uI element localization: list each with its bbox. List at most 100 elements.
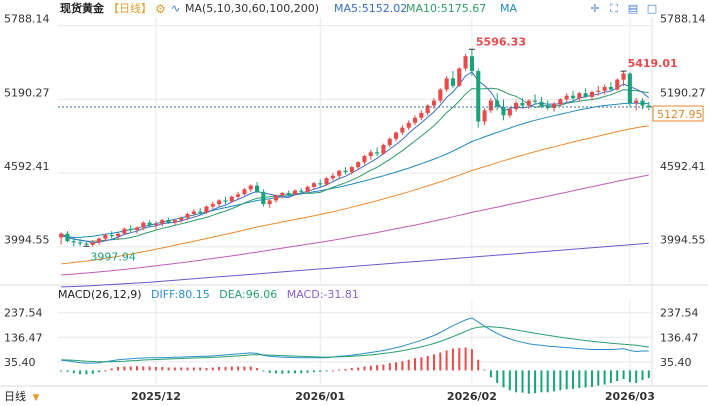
macd-hist-bar [426,355,429,371]
macd-hist-bar [129,366,132,371]
macd-hist-bar [527,370,530,394]
candle-body [343,170,348,172]
maximize-icon[interactable]: □ [646,2,658,15]
macd-hist-bar [603,370,606,385]
candle-body [318,183,323,185]
macd-hist-bar [60,370,63,372]
candle-body [602,87,607,91]
macd-hist-bar [559,370,562,391]
ma-line-ma5 [60,71,650,244]
macd-y-tick-left: 136.47 [4,331,43,344]
macd-hist-bar [312,370,315,373]
candle-body [495,100,500,107]
x-tick-label: 2025/12 [131,390,181,403]
candle-body [413,117,418,123]
y-tick-left: 5788.14 [4,13,50,26]
candle-body [223,200,228,202]
candle-body [571,95,576,99]
macd-dea-line [61,326,649,363]
macd-hist-bar [553,370,556,392]
candle-body [337,170,342,176]
candle-body [608,87,613,90]
candle-body [482,110,487,122]
period-footer[interactable]: 日线 ▼ [4,389,39,406]
macd-hist-bar [161,367,164,371]
candle-body [621,73,626,80]
candle-body [356,162,361,168]
candle-body [583,93,588,97]
macd-hist-bar [186,367,189,371]
candle-body [419,112,424,118]
price-header: 现货黄金 【日线】 ⚙ ∿ MA(5,10,30,60,100,200) MA5… [0,0,708,18]
candle-body [128,228,133,230]
macd-hist-bar [433,354,435,371]
candle-body [514,103,519,110]
candle-body [84,243,89,245]
ma-indicator-label[interactable]: MA(5,10,30,60,100,200) [185,2,320,15]
macd-hist-bar [395,362,398,371]
macd-hist-bar [136,366,138,371]
candle-body [305,186,310,192]
macd-hist-bar [540,370,543,393]
candle-body [160,220,165,224]
candle-body [501,106,506,116]
period-selector[interactable]: 【日线】 [108,2,152,15]
macd-label[interactable]: MACD(26,12,9) [58,288,142,301]
macd-hist-bar [167,367,170,371]
macd-y-tick-left: 35.40 [4,356,36,369]
crosshair-icon[interactable]: ✛ [590,2,600,15]
candle-body [242,189,247,195]
ma-line-ma100 [61,174,649,276]
candle-body [65,233,70,242]
macd-hist-bar [319,370,322,372]
macd-hist-bar [79,370,82,375]
macd-hist-bar [496,370,499,383]
ma-line-ma200 [61,242,649,288]
candle-body [425,105,430,113]
macd-hist-bar [369,365,372,371]
macd-hist-bar [268,370,271,373]
macd-hist-bar [534,370,537,394]
macd-hist-bar [142,366,145,371]
candle-body [400,127,405,133]
macd-hist-bar [249,366,252,371]
gear-icon[interactable]: ⚙ [155,2,166,16]
candle-body [431,100,436,106]
symbol-title: 现货黄金 [60,2,104,15]
candle-body [116,233,121,237]
fullscreen-icon[interactable]: ⛶ [610,2,618,15]
chart-settings-icon[interactable]: ▤ [627,2,639,15]
macd-dea-value: DEA:96.06 [219,288,278,301]
macd-hist-bar [420,357,423,371]
candle-body [217,200,222,205]
macd-y-tick-left: 237.54 [4,307,43,320]
ma-line-ma30 [61,102,649,238]
macd-hist-bar [325,370,328,372]
ma-more[interactable]: MA [500,2,518,15]
candle-body [103,234,108,239]
candle-body [97,238,102,243]
candle-body [438,89,443,101]
macd-hist-bar [357,367,360,371]
macd-hist-bar [407,359,410,371]
macd-hist-bar [331,370,334,372]
macd-hist-bar [117,367,119,371]
current-price-label: 5127.95 [657,108,703,121]
chart-icon[interactable]: ∿ [171,2,181,15]
candle-body [507,109,512,116]
macd-header: MACD(26,12,9) DIFF:80.15 DEA:96.06 MACD:… [58,287,365,303]
candle-body [450,78,455,86]
candle-body [153,223,158,225]
ma-line-ma60 [61,125,649,265]
candle-body [274,195,279,201]
candle-body [204,206,209,213]
macd-hist-bar [508,370,511,391]
candle-body [59,233,64,238]
macd-hist-bar [350,368,353,371]
macd-hist-bar [110,368,113,371]
dropdown-arrow-icon[interactable]: ▼ [32,393,40,403]
candle-body [394,132,399,139]
candle-body [615,79,620,90]
